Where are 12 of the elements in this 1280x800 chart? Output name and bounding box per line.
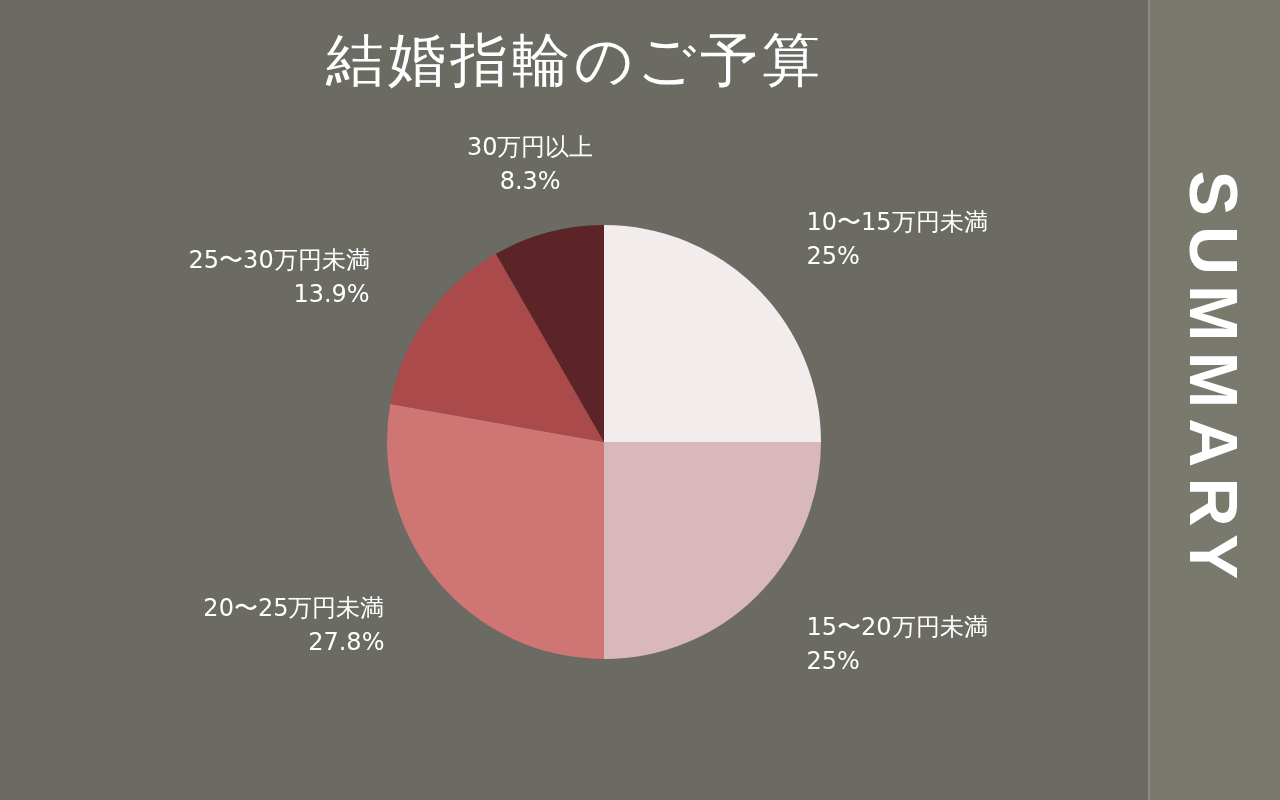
slice-label: 25〜30万円未満 xyxy=(188,245,370,274)
data-label: 25% xyxy=(806,241,860,270)
data-label: 13.9% xyxy=(293,279,370,308)
slice-label: 15〜20万円未満 xyxy=(806,612,988,641)
data-label: 25% xyxy=(806,646,860,675)
slice-label: 30万円以上 xyxy=(466,133,594,162)
chart-title: 結婚指輪のご予算 xyxy=(325,25,825,96)
text: SUMMARY xyxy=(1175,170,1253,590)
data-label: 27.8% xyxy=(308,628,385,657)
slice-label: 10〜15万円未満 xyxy=(806,207,988,236)
data-label: 8.3% xyxy=(499,167,561,196)
slice-label: 20〜25万円未満 xyxy=(203,594,385,623)
